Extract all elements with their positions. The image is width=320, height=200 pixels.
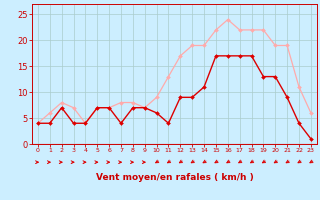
X-axis label: Vent moyen/en rafales ( km/h ): Vent moyen/en rafales ( km/h ) [96, 173, 253, 182]
